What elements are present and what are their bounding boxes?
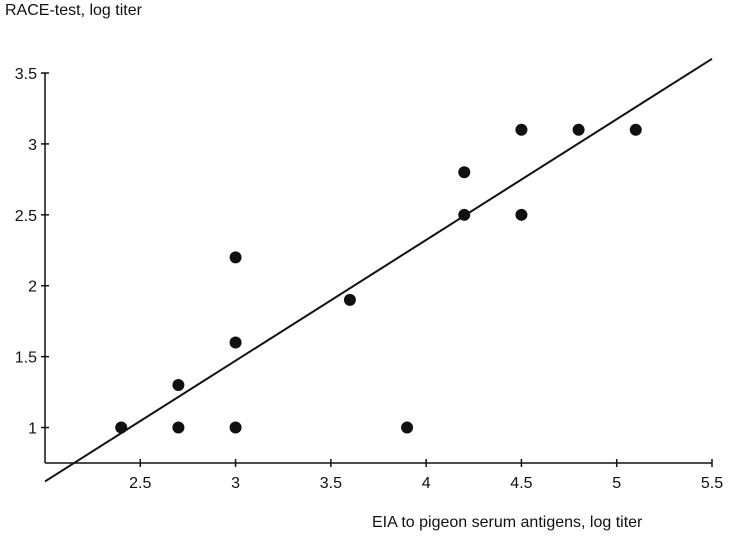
data-point (115, 421, 128, 434)
x-tick-label: 3 (231, 475, 240, 492)
x-tick-label: 5 (612, 475, 621, 492)
data-point (401, 421, 414, 434)
data-point (572, 123, 585, 136)
axes (44, 73, 712, 464)
y-tick-label: 2 (28, 279, 37, 296)
x-tick-label: 2.5 (129, 475, 151, 492)
x-ticks: 2.5 3 3.5 4 4.5 5 5.5 (129, 459, 723, 492)
data-point (515, 208, 528, 221)
x-tick-label: 4 (422, 475, 431, 492)
data-point (229, 421, 242, 434)
y-tick-label: 2.5 (15, 208, 37, 225)
y-axis-label: RACE-test, log titer (5, 2, 142, 19)
x-tick-label: 4.5 (510, 475, 532, 492)
y-tick-label: 1.5 (15, 350, 37, 367)
data-point (515, 123, 528, 136)
data-point (172, 421, 185, 434)
data-point (458, 166, 471, 179)
data-point (458, 208, 471, 221)
y-tick-label: 3.5 (15, 66, 37, 83)
y-ticks: 1 1.5 2 2.5 3 3.5 (15, 66, 49, 438)
regression-line (44, 57, 713, 483)
x-axis-label: EIA to pigeon serum antigens, log titer (372, 514, 643, 531)
x-tick-label: 5.5 (701, 475, 723, 492)
regression-line-group (44, 57, 713, 483)
data-points (115, 123, 642, 434)
data-point (229, 251, 242, 264)
y-tick-label: 1 (28, 421, 37, 438)
x-tick-label: 3.5 (320, 475, 342, 492)
y-tick-label: 3 (28, 137, 37, 154)
data-point (229, 336, 242, 349)
data-point (629, 123, 642, 136)
data-point (172, 379, 185, 391)
data-point (343, 293, 356, 306)
